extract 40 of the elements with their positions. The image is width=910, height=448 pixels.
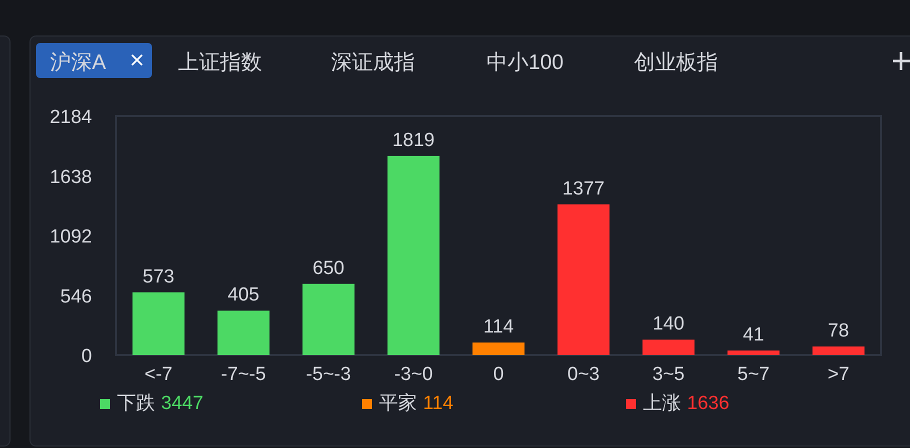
- legend-label: 上涨 1636: [643, 393, 730, 414]
- x-tick-label: 3~5: [652, 364, 685, 385]
- text: 深证成指: [331, 51, 415, 74]
- x-tick-label: 0: [493, 364, 504, 385]
- bar: [388, 156, 440, 355]
- y-tick-label: 1092: [50, 226, 92, 248]
- x-tick-label: -5~-3: [306, 364, 351, 385]
- x-tick-label: >7: [828, 364, 850, 385]
- data-label: 405: [228, 284, 260, 306]
- y-tick-label: 546: [60, 286, 92, 308]
- bar: [812, 346, 864, 355]
- data-label: 1819: [392, 130, 435, 151]
- data-label: 1377: [562, 178, 605, 200]
- bar: [728, 350, 780, 355]
- bar: [642, 340, 694, 355]
- x-tick-label: 5~7: [737, 364, 770, 385]
- y-tick-label: 2184: [50, 107, 92, 128]
- data-label: 41: [742, 324, 764, 346]
- text: 上证指数: [178, 51, 262, 74]
- data-label: 78: [828, 320, 850, 342]
- data-label: 140: [652, 314, 684, 335]
- y-tick-label: 1638: [50, 166, 92, 188]
- bar: [472, 342, 524, 355]
- data-label: 114: [483, 316, 514, 338]
- data-label: 573: [142, 266, 174, 288]
- legend-label: 下跌 3447: [117, 393, 204, 414]
- x-tick-label: 0~3: [567, 364, 600, 385]
- data-label: 650: [312, 258, 344, 279]
- y-tick-label: 0: [81, 346, 92, 367]
- bar: [302, 284, 354, 355]
- text: 沪深A: [50, 51, 106, 74]
- bar: [218, 310, 270, 355]
- text: 中小100: [486, 51, 564, 74]
- bar: [132, 292, 184, 355]
- x-tick-label: -7~-5: [221, 364, 266, 385]
- legend-label: 平家 114: [379, 392, 454, 414]
- x-tick-label: -3~0: [394, 364, 433, 385]
- text: 创业板指: [634, 51, 718, 74]
- x-tick-label: <-7: [144, 364, 172, 385]
- bar: [558, 204, 610, 355]
